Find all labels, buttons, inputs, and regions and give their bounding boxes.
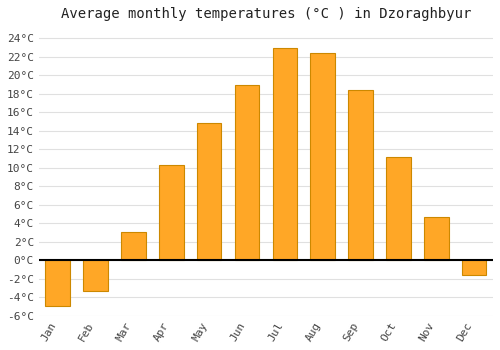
Bar [462, 260, 486, 275]
Title: Average monthly temperatures (°C ) in Dzoraghbyur: Average monthly temperatures (°C ) in Dz… [60, 7, 471, 21]
Bar [310, 53, 335, 260]
Bar [46, 260, 70, 306]
Bar [386, 157, 410, 260]
Bar [424, 217, 448, 260]
Bar [197, 123, 222, 260]
Bar [121, 232, 146, 260]
Bar [159, 165, 184, 260]
Bar [348, 90, 373, 260]
Bar [84, 260, 108, 291]
Bar [234, 85, 260, 260]
Bar [272, 48, 297, 260]
